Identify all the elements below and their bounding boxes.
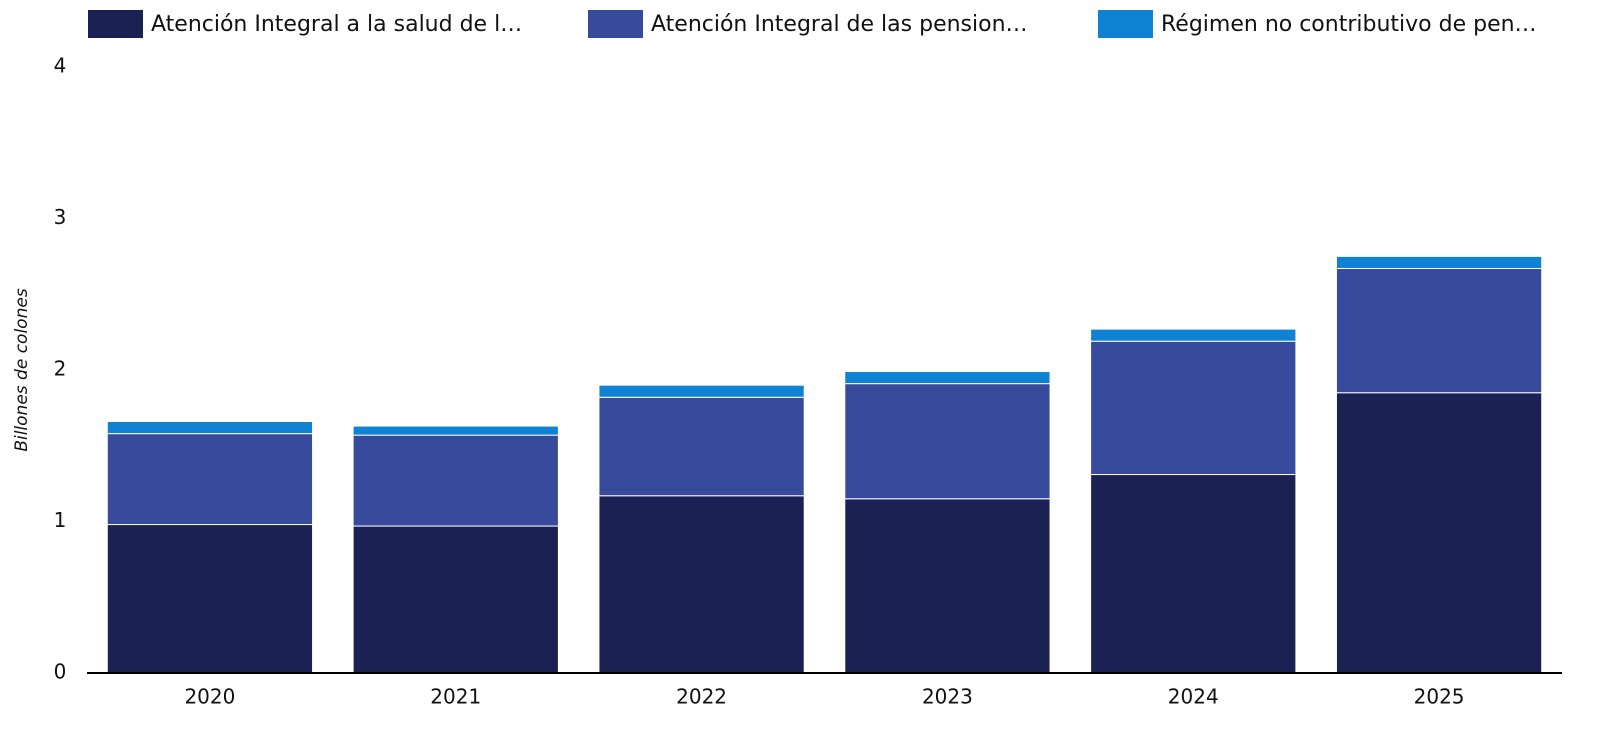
- bar-segment: [352, 425, 559, 436]
- bar-segment: [352, 525, 559, 674]
- bar-segment: [1335, 392, 1543, 674]
- y-tick-label: 1: [54, 508, 67, 532]
- bar-segment: [598, 396, 805, 497]
- x-tick-label: 2025: [1414, 685, 1465, 709]
- legend-label: Atención Integral a la salud de l…: [151, 12, 522, 37]
- y-axis-label: Billones de colones: [12, 288, 32, 451]
- bar-segment: [1335, 255, 1543, 269]
- x-tick-label: 2020: [184, 685, 235, 709]
- x-tick-label: 2023: [922, 685, 973, 709]
- bar-segment: [1090, 328, 1297, 342]
- bar-segment: [1335, 267, 1543, 394]
- bar-segment: [598, 384, 805, 398]
- bar-segment: [844, 498, 1051, 674]
- y-tick-label: 3: [54, 205, 67, 229]
- bar-segment: [844, 371, 1051, 385]
- bar-segment: [106, 524, 314, 674]
- bar-segment: [598, 495, 805, 674]
- bar-segment: [1090, 474, 1297, 674]
- bar-segment: [106, 421, 314, 435]
- bar-segment: [106, 433, 314, 526]
- x-tick-label: 2024: [1168, 685, 1219, 709]
- bar-segment: [352, 434, 559, 527]
- legend-label: Atención Integral de las pension…: [651, 12, 1028, 37]
- x-tick-label: 2022: [676, 685, 727, 709]
- bar-segment: [1090, 340, 1297, 476]
- y-tick-label: 4: [54, 54, 67, 78]
- y-tick-label: 0: [54, 660, 67, 684]
- legend-swatch: [588, 10, 643, 38]
- legend-label: Régimen no contributivo de pen…: [1161, 12, 1537, 37]
- x-tick-label: 2021: [430, 685, 481, 709]
- legend-swatch: [88, 10, 143, 38]
- legend-swatch: [1098, 10, 1153, 38]
- bar-segment: [844, 383, 1051, 500]
- y-tick-label: 2: [54, 357, 67, 381]
